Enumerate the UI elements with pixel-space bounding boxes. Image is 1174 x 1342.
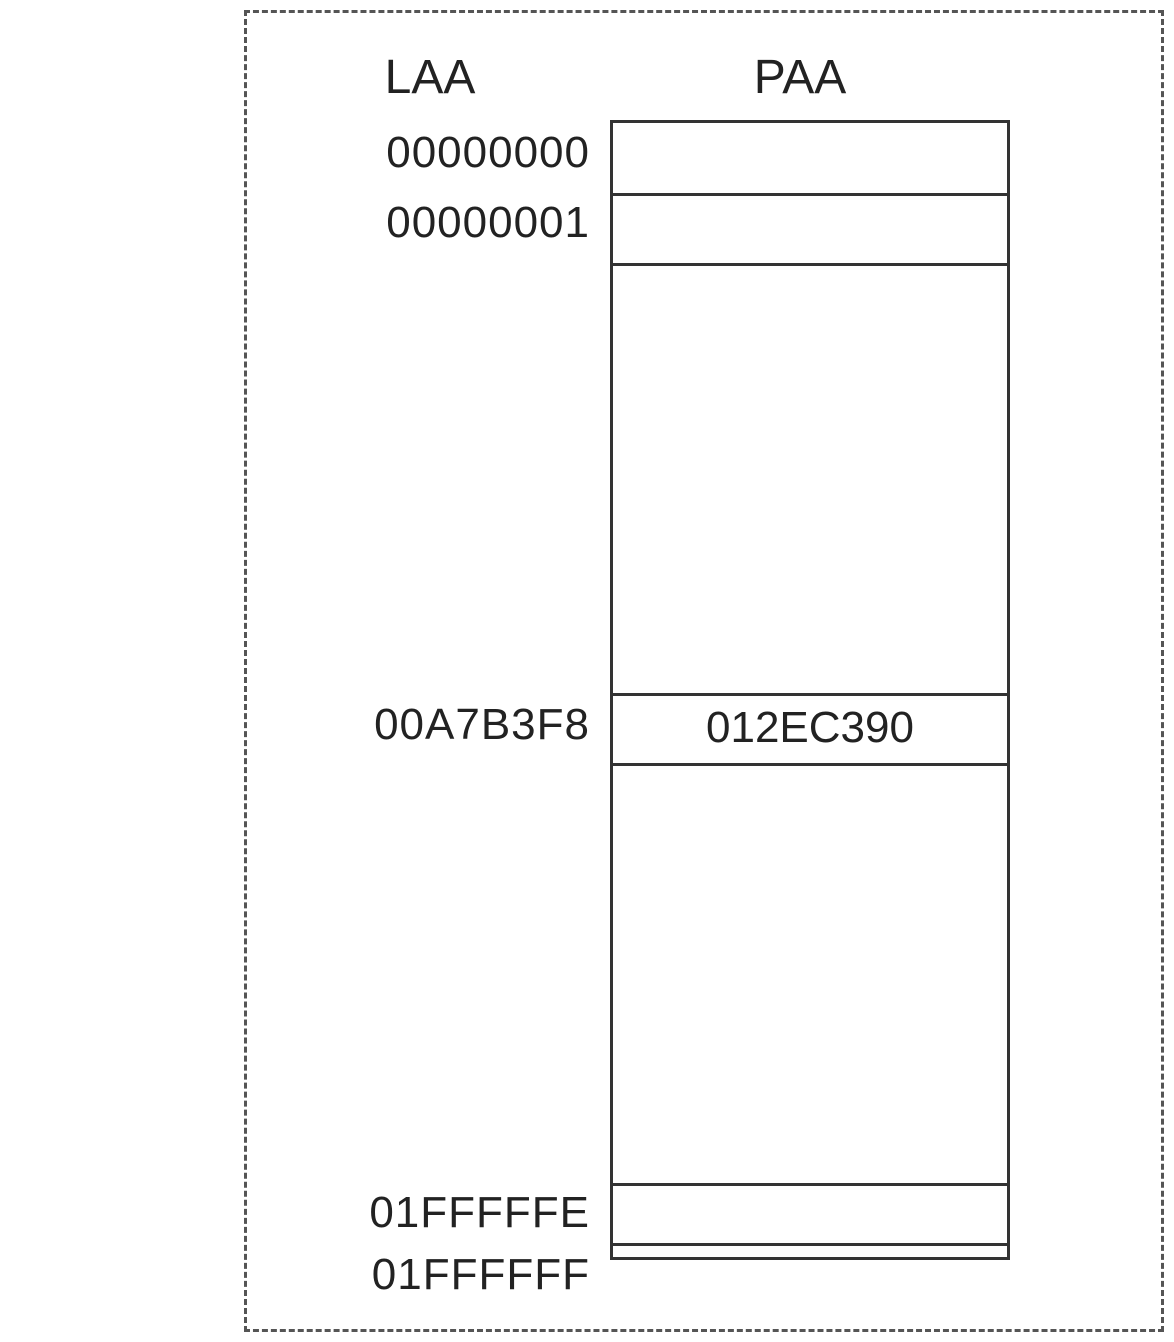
row-divider-5 — [613, 1243, 1007, 1246]
row-divider-4 — [613, 1183, 1007, 1186]
row-divider-3 — [613, 763, 1007, 766]
row-divider-0 — [613, 193, 1007, 196]
row-divider-2 — [613, 693, 1007, 696]
paa-value-2: 012EC390 — [613, 703, 1007, 753]
row-divider-1 — [613, 263, 1007, 266]
laa-label-1: 00000001 — [300, 198, 590, 248]
laa-label-2: 00A7B3F8 — [300, 700, 590, 750]
diagram-canvas: LAA PAA 012EC390 00000000 00000001 00A7B… — [0, 0, 1174, 1342]
laa-label-3: 01FFFFFE — [300, 1188, 590, 1238]
laa-label-4: 01FFFFFF — [300, 1250, 590, 1300]
laa-label-0: 00000000 — [300, 128, 590, 178]
paa-header: PAA — [680, 50, 920, 105]
paa-table: 012EC390 — [610, 120, 1010, 1260]
laa-header: LAA — [340, 50, 520, 105]
